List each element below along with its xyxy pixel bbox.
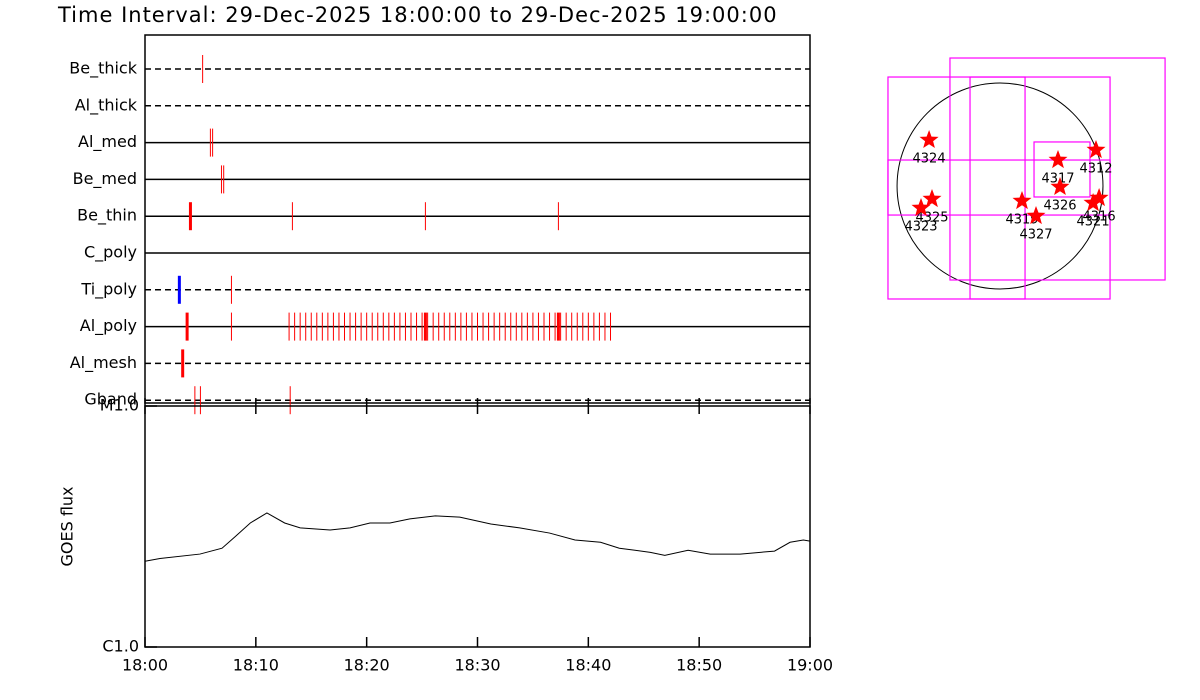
x-tick-label: 18:10 [233,656,279,675]
row-label: Be_med [73,169,137,189]
fov-box [969,76,1026,300]
region-star [1086,140,1106,159]
region-label: 4325 [915,210,948,225]
region-star [922,189,942,208]
row-label: Al_thick [75,95,138,115]
row-label: C_poly [84,243,137,263]
row-label: Al_poly [80,316,137,336]
region-label: 4323 [904,219,937,234]
region-label: 4327 [1019,227,1052,242]
row-label: Be_thick [69,59,137,79]
row-label: Ti_poly [80,279,137,299]
region-star [1026,206,1046,225]
fov-box [1033,141,1091,198]
region-star [919,130,939,148]
row-label: Al_med [78,132,137,152]
region-label: 4324 [913,151,946,166]
y-tick-label: C1.0 [102,637,139,656]
row-label: Be_thin [77,206,137,226]
region-star [1050,177,1070,195]
row-label: Gband [84,390,137,409]
solar-disk [896,82,1104,290]
region-star [1089,188,1109,207]
flux-line [144,512,811,562]
region-label: 4312 [1079,161,1112,176]
y-tick-label: M1.0 [100,396,139,415]
fov-box [949,57,1166,281]
region-star [1083,193,1103,212]
y-axis-label: GOES flux [58,486,77,566]
x-tick-label: 18:00 [122,656,168,675]
region-star [911,198,931,217]
region-star [1012,191,1032,210]
region-label: 4321 [1077,215,1110,230]
x-tick-label: 18:20 [344,656,390,675]
x-tick-label: 18:40 [565,656,611,675]
region-star [1048,150,1068,169]
region-label: 4326 [1043,198,1076,213]
region-label: 4316 [1083,210,1116,225]
chart-title: Time Interval: 29-Dec-2025 18:00:00 to 2… [57,3,778,27]
x-tick-label: 18:50 [676,656,722,675]
x-tick-label: 18:30 [454,656,500,675]
x-tick-label: 19:00 [787,656,833,675]
row-label: Al_mesh [70,353,137,373]
fov-box [887,159,1111,216]
region-label: 4319 [1005,212,1038,227]
region-label: 4317 [1041,172,1074,187]
